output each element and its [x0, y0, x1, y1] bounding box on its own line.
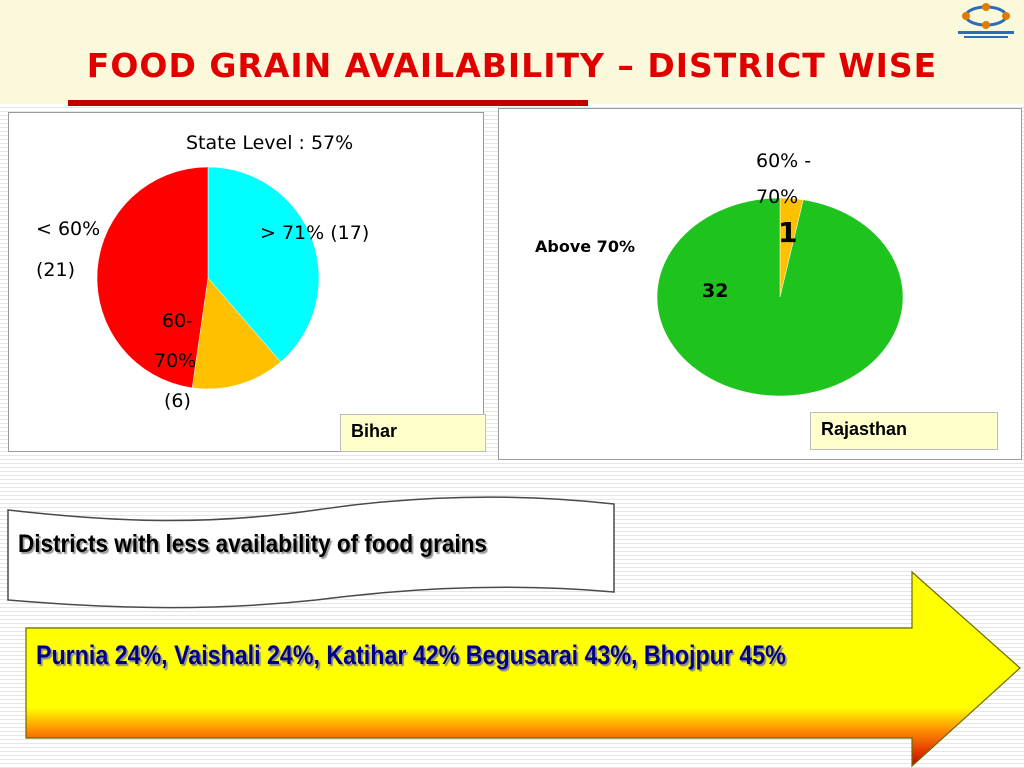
rajasthan-label-mid-line1: 60% - — [756, 150, 812, 172]
arrow-text: Purnia 24%, Vaishali 24%, Katihar 42% Be… — [36, 640, 786, 670]
bihar-label-below60-line1: < 60% — [36, 218, 101, 240]
state-level-label: State Level : 57% — [186, 132, 354, 154]
bihar-label-above71: > 71% (17) — [260, 222, 370, 244]
bihar-label-below60-line2: (21) — [36, 259, 76, 281]
rajasthan-label-above70: Above 70% — [535, 237, 635, 256]
banner-scroll-shape — [7, 496, 615, 609]
banner-text: Districts with less availability of food… — [18, 530, 487, 558]
bihar-label-mid-line1: 60- — [162, 310, 194, 332]
rajasthan-tag: Rajasthan — [810, 412, 998, 450]
rajasthan-label-above70-value: 32 — [702, 280, 729, 302]
organization-logo — [958, 3, 1014, 38]
title-underline — [68, 100, 588, 106]
bihar-chart-panel — [8, 112, 484, 452]
rajasthan-label-mid-value: 1 — [778, 216, 798, 249]
bihar-label-mid-line3: (6) — [164, 390, 191, 412]
page-title: FOOD GRAIN AVAILABILITY – DISTRICT WISE — [86, 46, 938, 85]
title-band — [0, 0, 1024, 104]
rajasthan-label-mid-line2: 70% — [756, 186, 799, 208]
highlight-arrow — [25, 570, 1021, 768]
bihar-label-mid-line2: 70% — [154, 350, 197, 372]
bihar-tag: Bihar — [340, 414, 486, 452]
